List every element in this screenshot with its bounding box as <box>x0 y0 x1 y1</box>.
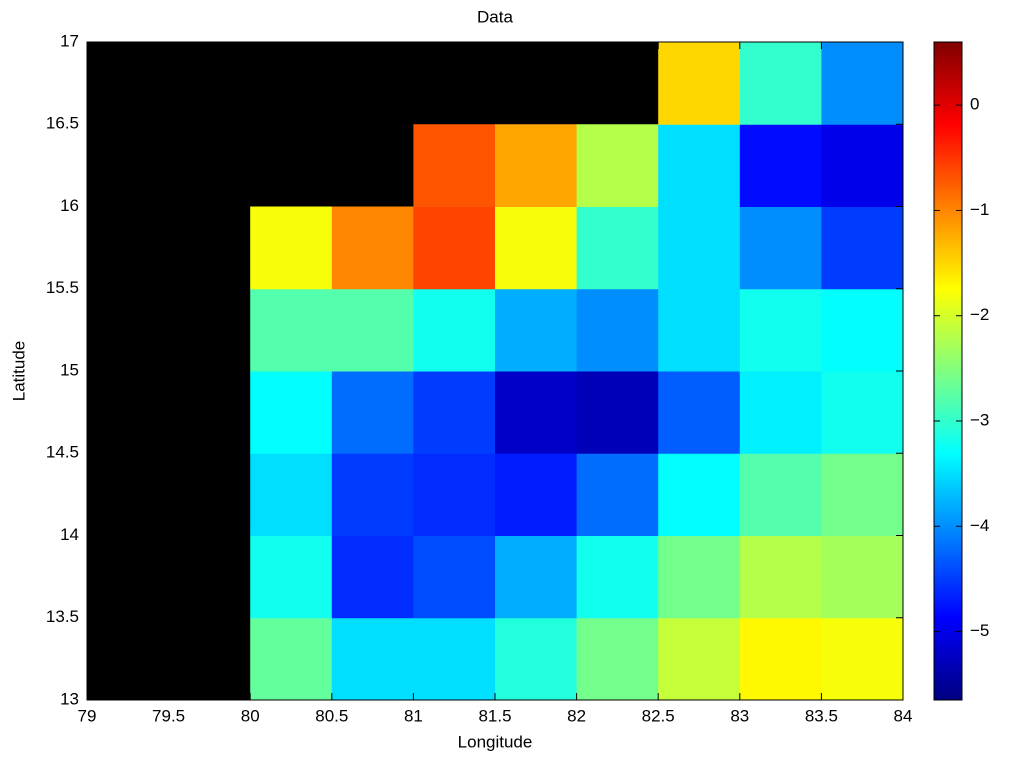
x-tick-label: 80.5 <box>315 706 348 725</box>
x-tick-label: 81 <box>404 706 423 725</box>
heat-cell <box>331 453 414 536</box>
heat-cell <box>413 371 496 454</box>
x-tick-label: 82 <box>567 706 586 725</box>
heat-cell <box>821 453 904 536</box>
heat-cell <box>413 288 496 372</box>
heat-cell <box>331 535 414 619</box>
heat-cell <box>658 535 741 619</box>
heat-cell <box>821 124 904 207</box>
heat-cell <box>495 617 578 701</box>
heat-cell <box>250 371 333 454</box>
heat-cell <box>250 535 333 619</box>
heat-cell <box>739 206 822 290</box>
heat-cell <box>250 453 333 536</box>
colorbar <box>933 41 963 701</box>
x-axis-label: Longitude <box>458 732 533 751</box>
x-tick-label: 79 <box>78 706 97 725</box>
heat-cell <box>576 453 659 536</box>
colorbar-tick-label: −2 <box>970 305 989 324</box>
heat-cell <box>413 124 496 207</box>
heat-cell <box>250 288 333 372</box>
colorbar-tick-label: −5 <box>970 621 989 640</box>
y-axis-label: Latitude <box>9 341 28 402</box>
heat-cell <box>821 617 904 701</box>
heat-cell <box>658 371 741 454</box>
heat-cell <box>739 453 822 536</box>
x-tick-label: 80 <box>241 706 260 725</box>
heat-cell <box>495 206 578 290</box>
x-tick-label: 83.5 <box>805 706 838 725</box>
heat-cell <box>495 453 578 536</box>
heat-cell <box>576 206 659 290</box>
heat-cell <box>576 535 659 619</box>
y-tick-label: 14.5 <box>46 443 79 462</box>
heat-cell <box>413 206 496 290</box>
x-tick-label: 84 <box>894 706 913 725</box>
y-tick-label: 15.5 <box>46 278 79 297</box>
y-tick-label: 15 <box>60 360 79 379</box>
heat-cell <box>250 206 333 290</box>
y-tick-label: 14 <box>60 525 79 544</box>
heat-cell <box>331 371 414 454</box>
colorbar-tick-label: −4 <box>970 516 989 535</box>
heat-cell <box>739 371 822 454</box>
heat-cell <box>658 206 741 290</box>
y-tick-label: 13 <box>60 689 79 708</box>
x-tick-label: 83 <box>730 706 749 725</box>
heat-cell <box>821 206 904 290</box>
heat-cell <box>495 371 578 454</box>
heat-cell <box>739 535 822 619</box>
heat-cell <box>658 453 741 536</box>
heat-cell <box>331 206 414 290</box>
heat-cell <box>576 124 659 207</box>
heat-cell <box>413 535 496 619</box>
chart-title: Data <box>477 7 513 26</box>
heat-cell <box>739 124 822 207</box>
heat-cell <box>739 42 822 125</box>
heat-cell <box>739 617 822 701</box>
heat-cell <box>495 124 578 207</box>
heat-cell <box>576 617 659 701</box>
heat-cell <box>250 617 333 701</box>
colorbar-tick-label: −3 <box>970 410 989 429</box>
heat-cell <box>658 617 741 701</box>
heat-cell <box>739 288 822 372</box>
heat-cell <box>658 42 741 125</box>
heat-cell <box>821 535 904 619</box>
heat-cell <box>413 453 496 536</box>
y-tick-label: 16 <box>60 196 79 215</box>
heat-cell <box>658 124 741 207</box>
heat-cell <box>658 288 741 372</box>
colorbar-tick-label: 0 <box>970 95 979 114</box>
y-tick-label: 16.5 <box>46 114 79 133</box>
heat-cell <box>413 617 496 701</box>
y-tick-label: 13.5 <box>46 607 79 626</box>
x-tick-label: 79.5 <box>152 706 185 725</box>
heat-cell <box>331 288 414 372</box>
heat-cell <box>331 617 414 701</box>
colorbar-tick-label: −1 <box>970 200 989 219</box>
x-tick-label: 81.5 <box>478 706 511 725</box>
heat-cell <box>576 371 659 454</box>
heat-cell <box>576 288 659 372</box>
heat-cell <box>495 288 578 372</box>
heat-cell <box>495 535 578 619</box>
heat-cell <box>821 42 904 125</box>
x-tick-label: 82.5 <box>642 706 675 725</box>
y-tick-label: 17 <box>60 31 79 50</box>
heat-cell <box>821 288 904 372</box>
heat-cell <box>821 371 904 454</box>
